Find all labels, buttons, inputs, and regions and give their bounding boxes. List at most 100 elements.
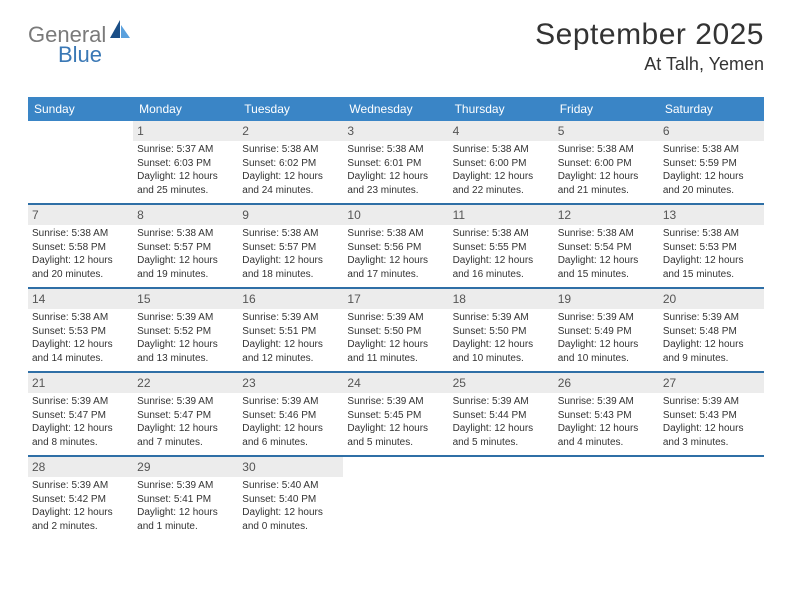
day-cell: 26Sunrise: 5:39 AMSunset: 5:43 PMDayligh… xyxy=(554,373,659,455)
day-cell xyxy=(449,457,554,539)
day-entry: Sunrise: 5:38 AMSunset: 5:58 PMDaylight:… xyxy=(32,227,129,281)
day-header: Thursday xyxy=(449,97,554,121)
day-entry: Sunrise: 5:39 AMSunset: 5:45 PMDaylight:… xyxy=(347,395,444,449)
day-number: 5 xyxy=(554,121,659,141)
day-entry: Sunrise: 5:39 AMSunset: 5:46 PMDaylight:… xyxy=(242,395,339,449)
day-cell: 5Sunrise: 5:38 AMSunset: 6:00 PMDaylight… xyxy=(554,121,659,203)
day-cell: 17Sunrise: 5:39 AMSunset: 5:50 PMDayligh… xyxy=(343,289,448,371)
week-row: 1Sunrise: 5:37 AMSunset: 6:03 PMDaylight… xyxy=(28,121,764,203)
week-row: 28Sunrise: 5:39 AMSunset: 5:42 PMDayligh… xyxy=(28,457,764,539)
day-number: 18 xyxy=(449,289,554,309)
day-cell: 6Sunrise: 5:38 AMSunset: 5:59 PMDaylight… xyxy=(659,121,764,203)
day-cell: 9Sunrise: 5:38 AMSunset: 5:57 PMDaylight… xyxy=(238,205,343,287)
day-entry: Sunrise: 5:39 AMSunset: 5:41 PMDaylight:… xyxy=(137,479,234,533)
day-number: 3 xyxy=(343,121,448,141)
day-entry: Sunrise: 5:37 AMSunset: 6:03 PMDaylight:… xyxy=(137,143,234,197)
day-header: Friday xyxy=(554,97,659,121)
day-number-empty xyxy=(28,121,133,141)
day-cell: 20Sunrise: 5:39 AMSunset: 5:48 PMDayligh… xyxy=(659,289,764,371)
day-entry: Sunrise: 5:38 AMSunset: 6:00 PMDaylight:… xyxy=(453,143,550,197)
day-number: 28 xyxy=(28,457,133,477)
day-cell xyxy=(659,457,764,539)
day-cell: 16Sunrise: 5:39 AMSunset: 5:51 PMDayligh… xyxy=(238,289,343,371)
day-number: 22 xyxy=(133,373,238,393)
day-cell: 11Sunrise: 5:38 AMSunset: 5:55 PMDayligh… xyxy=(449,205,554,287)
day-entry: Sunrise: 5:38 AMSunset: 6:00 PMDaylight:… xyxy=(558,143,655,197)
day-number: 14 xyxy=(28,289,133,309)
day-number: 7 xyxy=(28,205,133,225)
day-number: 16 xyxy=(238,289,343,309)
location: At Talh, Yemen xyxy=(535,54,764,75)
day-entry: Sunrise: 5:39 AMSunset: 5:49 PMDaylight:… xyxy=(558,311,655,365)
header: General September 2025 At Talh, Yemen xyxy=(28,18,764,75)
week-row: 7Sunrise: 5:38 AMSunset: 5:58 PMDaylight… xyxy=(28,205,764,287)
day-cell: 27Sunrise: 5:39 AMSunset: 5:43 PMDayligh… xyxy=(659,373,764,455)
day-cell: 12Sunrise: 5:38 AMSunset: 5:54 PMDayligh… xyxy=(554,205,659,287)
day-number: 15 xyxy=(133,289,238,309)
day-entry: Sunrise: 5:39 AMSunset: 5:52 PMDaylight:… xyxy=(137,311,234,365)
day-header-row: SundayMondayTuesdayWednesdayThursdayFrid… xyxy=(28,97,764,121)
day-header: Sunday xyxy=(28,97,133,121)
day-cell: 4Sunrise: 5:38 AMSunset: 6:00 PMDaylight… xyxy=(449,121,554,203)
brand-part2: Blue xyxy=(58,42,102,67)
week-row: 21Sunrise: 5:39 AMSunset: 5:47 PMDayligh… xyxy=(28,373,764,455)
day-cell: 3Sunrise: 5:38 AMSunset: 6:01 PMDaylight… xyxy=(343,121,448,203)
day-number: 21 xyxy=(28,373,133,393)
day-cell: 10Sunrise: 5:38 AMSunset: 5:56 PMDayligh… xyxy=(343,205,448,287)
day-cell: 22Sunrise: 5:39 AMSunset: 5:47 PMDayligh… xyxy=(133,373,238,455)
day-number-empty xyxy=(659,457,764,477)
day-cell: 8Sunrise: 5:38 AMSunset: 5:57 PMDaylight… xyxy=(133,205,238,287)
day-cell: 14Sunrise: 5:38 AMSunset: 5:53 PMDayligh… xyxy=(28,289,133,371)
day-entry: Sunrise: 5:39 AMSunset: 5:44 PMDaylight:… xyxy=(453,395,550,449)
day-number: 6 xyxy=(659,121,764,141)
day-number: 20 xyxy=(659,289,764,309)
day-number: 2 xyxy=(238,121,343,141)
day-cell: 15Sunrise: 5:39 AMSunset: 5:52 PMDayligh… xyxy=(133,289,238,371)
day-entry: Sunrise: 5:38 AMSunset: 5:53 PMDaylight:… xyxy=(663,227,760,281)
day-number-empty xyxy=(449,457,554,477)
day-number: 26 xyxy=(554,373,659,393)
day-header: Wednesday xyxy=(343,97,448,121)
day-entry: Sunrise: 5:39 AMSunset: 5:47 PMDaylight:… xyxy=(32,395,129,449)
day-entry: Sunrise: 5:39 AMSunset: 5:42 PMDaylight:… xyxy=(32,479,129,533)
day-number: 25 xyxy=(449,373,554,393)
day-number: 23 xyxy=(238,373,343,393)
day-number: 27 xyxy=(659,373,764,393)
day-cell: 25Sunrise: 5:39 AMSunset: 5:44 PMDayligh… xyxy=(449,373,554,455)
day-cell: 18Sunrise: 5:39 AMSunset: 5:50 PMDayligh… xyxy=(449,289,554,371)
day-entry: Sunrise: 5:38 AMSunset: 5:57 PMDaylight:… xyxy=(242,227,339,281)
day-entry: Sunrise: 5:38 AMSunset: 5:56 PMDaylight:… xyxy=(347,227,444,281)
day-number: 30 xyxy=(238,457,343,477)
day-entry: Sunrise: 5:39 AMSunset: 5:50 PMDaylight:… xyxy=(347,311,444,365)
day-entry: Sunrise: 5:39 AMSunset: 5:51 PMDaylight:… xyxy=(242,311,339,365)
day-number: 4 xyxy=(449,121,554,141)
day-cell: 1Sunrise: 5:37 AMSunset: 6:03 PMDaylight… xyxy=(133,121,238,203)
day-number: 12 xyxy=(554,205,659,225)
day-entry: Sunrise: 5:39 AMSunset: 5:43 PMDaylight:… xyxy=(558,395,655,449)
day-number: 11 xyxy=(449,205,554,225)
day-entry: Sunrise: 5:38 AMSunset: 5:53 PMDaylight:… xyxy=(32,311,129,365)
day-entry: Sunrise: 5:38 AMSunset: 5:57 PMDaylight:… xyxy=(137,227,234,281)
day-header: Tuesday xyxy=(238,97,343,121)
day-entry: Sunrise: 5:38 AMSunset: 6:02 PMDaylight:… xyxy=(242,143,339,197)
day-number: 10 xyxy=(343,205,448,225)
day-entry: Sunrise: 5:38 AMSunset: 5:59 PMDaylight:… xyxy=(663,143,760,197)
day-number: 29 xyxy=(133,457,238,477)
day-entry: Sunrise: 5:39 AMSunset: 5:43 PMDaylight:… xyxy=(663,395,760,449)
day-header: Monday xyxy=(133,97,238,121)
day-cell xyxy=(343,457,448,539)
day-entry: Sunrise: 5:38 AMSunset: 5:55 PMDaylight:… xyxy=(453,227,550,281)
calendar-body: 1Sunrise: 5:37 AMSunset: 6:03 PMDaylight… xyxy=(28,121,764,539)
brand-part2-wrap: Blue xyxy=(28,44,102,67)
day-entry: Sunrise: 5:38 AMSunset: 5:54 PMDaylight:… xyxy=(558,227,655,281)
day-cell: 21Sunrise: 5:39 AMSunset: 5:47 PMDayligh… xyxy=(28,373,133,455)
day-number: 13 xyxy=(659,205,764,225)
day-entry: Sunrise: 5:39 AMSunset: 5:48 PMDaylight:… xyxy=(663,311,760,365)
day-cell: 28Sunrise: 5:39 AMSunset: 5:42 PMDayligh… xyxy=(28,457,133,539)
day-cell: 30Sunrise: 5:40 AMSunset: 5:40 PMDayligh… xyxy=(238,457,343,539)
sail-icon xyxy=(110,20,132,45)
day-number-empty xyxy=(343,457,448,477)
day-cell: 2Sunrise: 5:38 AMSunset: 6:02 PMDaylight… xyxy=(238,121,343,203)
day-cell: 13Sunrise: 5:38 AMSunset: 5:53 PMDayligh… xyxy=(659,205,764,287)
day-number: 9 xyxy=(238,205,343,225)
